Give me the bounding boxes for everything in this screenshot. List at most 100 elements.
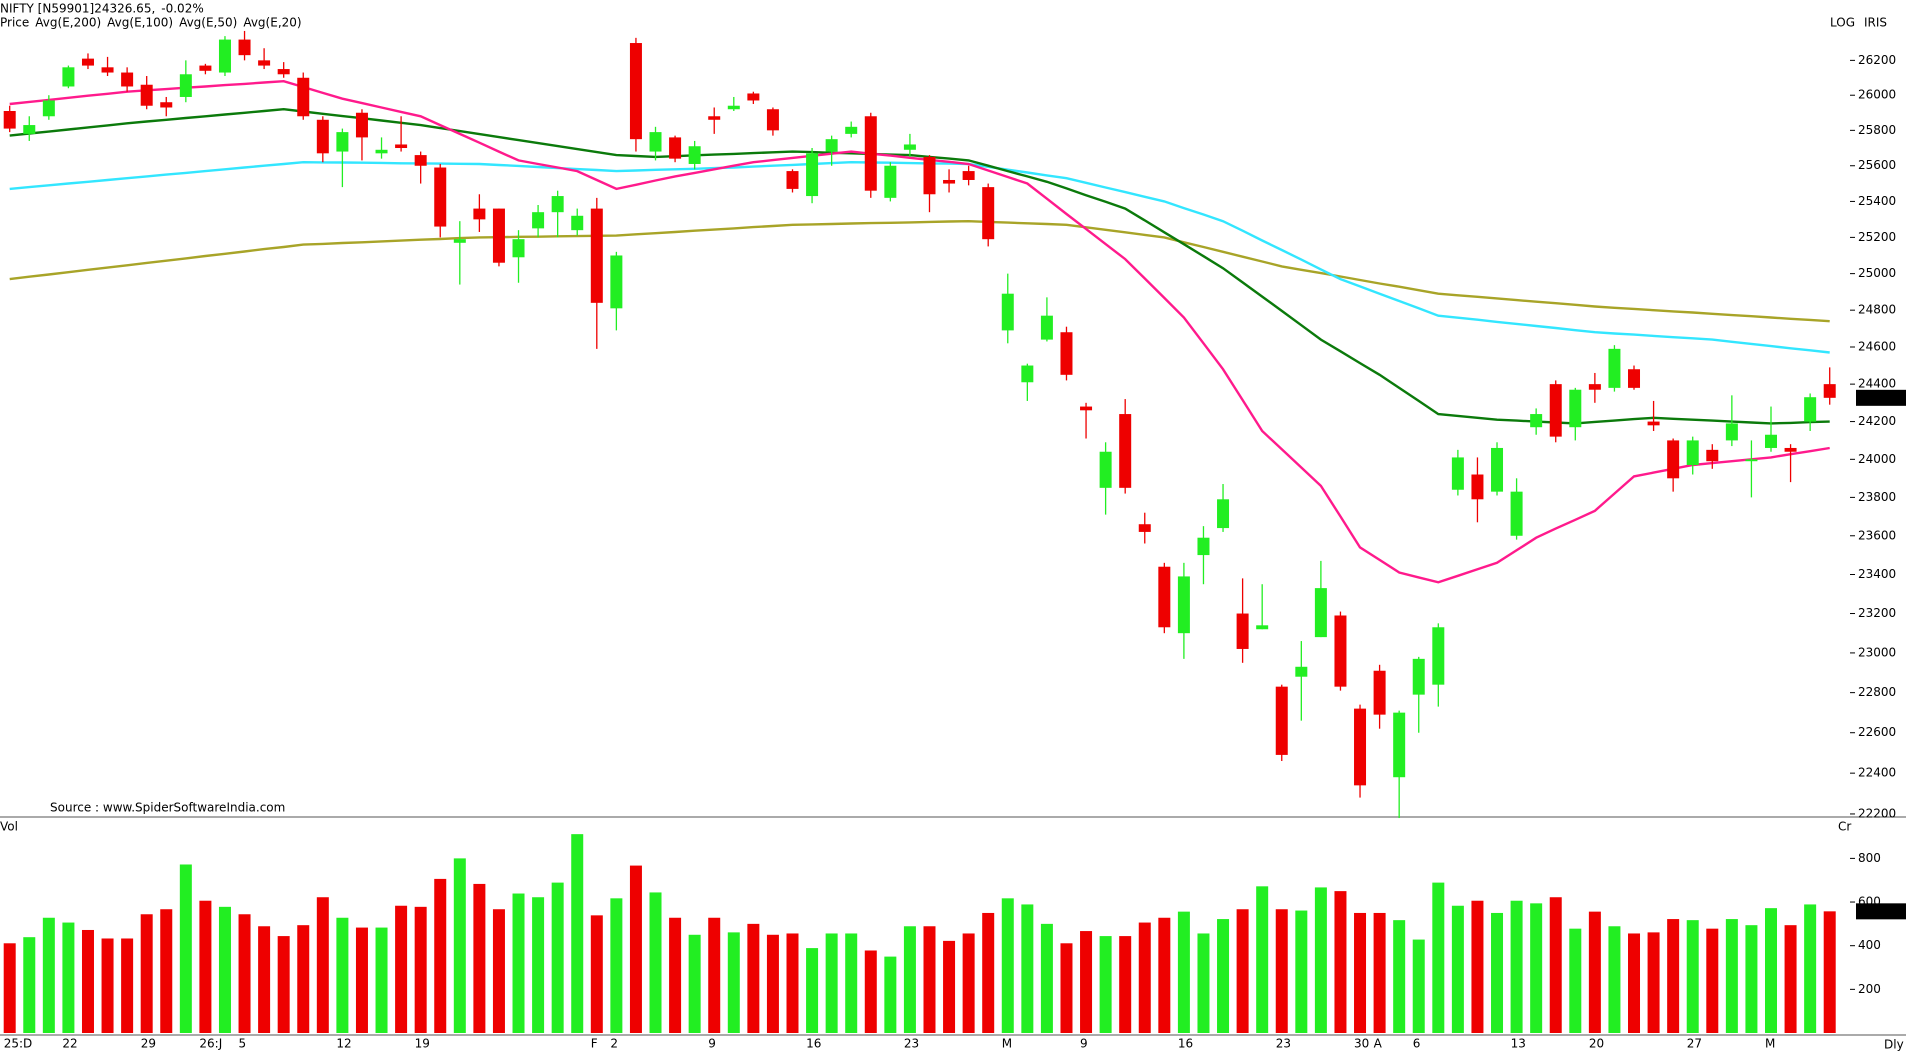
volume-bar xyxy=(766,934,779,1033)
y-tick-label: 23400 xyxy=(1858,567,1896,581)
volume-bar xyxy=(1001,898,1014,1033)
candle-body xyxy=(23,125,36,134)
candle-body xyxy=(1647,421,1660,426)
volume-bar xyxy=(1158,917,1171,1033)
volume-bar xyxy=(982,912,995,1033)
ma-line xyxy=(9,160,1830,354)
candle-body xyxy=(1354,708,1367,786)
candle-body xyxy=(1569,389,1582,428)
candle-body xyxy=(160,102,173,108)
volume-bar xyxy=(258,926,271,1033)
candle-body xyxy=(903,144,916,150)
y-tick-label: 22800 xyxy=(1858,685,1896,699)
volume-bar xyxy=(1686,920,1699,1033)
candle-body xyxy=(316,119,329,154)
y-tick-label: 24800 xyxy=(1858,303,1896,317)
candle-body xyxy=(962,171,975,180)
volume-bar xyxy=(688,934,701,1033)
volume-bar xyxy=(1040,923,1053,1033)
candle-body xyxy=(238,39,251,56)
y-tick-label: 25800 xyxy=(1858,123,1896,137)
x-tick-label: 16 xyxy=(1178,1037,1193,1051)
candle-body xyxy=(1158,566,1171,628)
y-tick-label: 24000 xyxy=(1858,452,1896,466)
candle-body xyxy=(121,72,134,87)
candle-body xyxy=(42,100,55,117)
x-tick-label: 9 xyxy=(708,1037,716,1051)
candle-body xyxy=(766,109,779,131)
volume-bar xyxy=(1256,886,1269,1033)
y-tick-label: 23600 xyxy=(1858,528,1896,542)
volume-bar xyxy=(1588,911,1601,1033)
x-tick-label: 22 xyxy=(62,1037,77,1051)
volume-bar xyxy=(434,878,447,1033)
y-tick-label: 23200 xyxy=(1858,606,1896,620)
volume-bar xyxy=(1628,933,1641,1033)
y-tick-label: 400 xyxy=(1858,938,1881,952)
volume-bar xyxy=(1119,936,1132,1033)
y-tick-label: 22600 xyxy=(1858,725,1896,739)
x-tick-label: A xyxy=(1374,1037,1383,1051)
volume-bar xyxy=(884,956,897,1033)
volume-bar xyxy=(1060,943,1073,1033)
legend-entry: Price xyxy=(0,16,29,30)
volume-bar xyxy=(42,917,55,1033)
candle-body xyxy=(1001,293,1014,331)
x-tick-label: 29 xyxy=(141,1037,156,1051)
volume-bar xyxy=(669,917,682,1033)
candle-body xyxy=(1119,414,1132,488)
candle-body xyxy=(355,112,368,138)
y-tick-label: 22400 xyxy=(1858,766,1896,780)
candle-body xyxy=(1217,499,1230,529)
candle-body xyxy=(336,132,349,152)
x-tick-label: M xyxy=(1002,1037,1012,1051)
volume-bar xyxy=(121,938,134,1033)
volume-bar xyxy=(1275,909,1288,1033)
source-note: Source : www.SpiderSoftwareIndia.com xyxy=(50,801,285,815)
volume-bar xyxy=(551,882,564,1033)
y-tick-label: 25000 xyxy=(1858,266,1896,280)
volume-bar xyxy=(140,914,153,1033)
volume-bar xyxy=(1549,897,1562,1033)
volume-bar xyxy=(1451,905,1464,1033)
volume-bar xyxy=(1510,900,1523,1033)
candle-body xyxy=(688,146,701,164)
candle-body xyxy=(1549,384,1562,437)
theme-label: IRIS xyxy=(1864,16,1887,30)
volume-bar xyxy=(81,929,94,1033)
volume-bar xyxy=(864,950,877,1033)
candle-body xyxy=(492,208,505,263)
y-tick-label: 24200 xyxy=(1858,414,1896,428)
volume-bar xyxy=(1334,891,1347,1033)
candle-body xyxy=(453,239,466,243)
candle-body xyxy=(1588,384,1601,390)
candle-body xyxy=(1040,315,1053,340)
candle-body xyxy=(649,132,662,152)
volume-bar xyxy=(610,898,623,1033)
ma-line xyxy=(9,79,1830,584)
candle-body xyxy=(1491,447,1504,492)
volume-bar xyxy=(375,927,388,1033)
volume-bar xyxy=(277,936,290,1033)
volume-bar xyxy=(336,917,349,1033)
candle-body xyxy=(532,212,545,229)
volume-bar xyxy=(355,927,368,1033)
volume-bar xyxy=(1080,931,1093,1033)
candle-body xyxy=(1686,440,1699,466)
candle-body xyxy=(1432,627,1445,685)
candle-body xyxy=(473,208,486,220)
y-tick-label: 26000 xyxy=(1858,88,1896,102)
x-tick-label: F xyxy=(591,1037,598,1051)
x-tick-label: 13 xyxy=(1511,1037,1526,1051)
volume-bar xyxy=(1197,933,1210,1033)
x-tick-label: 30 xyxy=(1354,1037,1369,1051)
candle-body xyxy=(1530,414,1543,428)
x-tick-label: 16 xyxy=(806,1037,821,1051)
candle-body xyxy=(982,187,995,240)
candle-body xyxy=(414,155,427,166)
candle-body xyxy=(101,67,114,73)
candle-body xyxy=(1295,666,1308,677)
volume-bar xyxy=(532,897,545,1033)
candle-body xyxy=(923,156,936,195)
